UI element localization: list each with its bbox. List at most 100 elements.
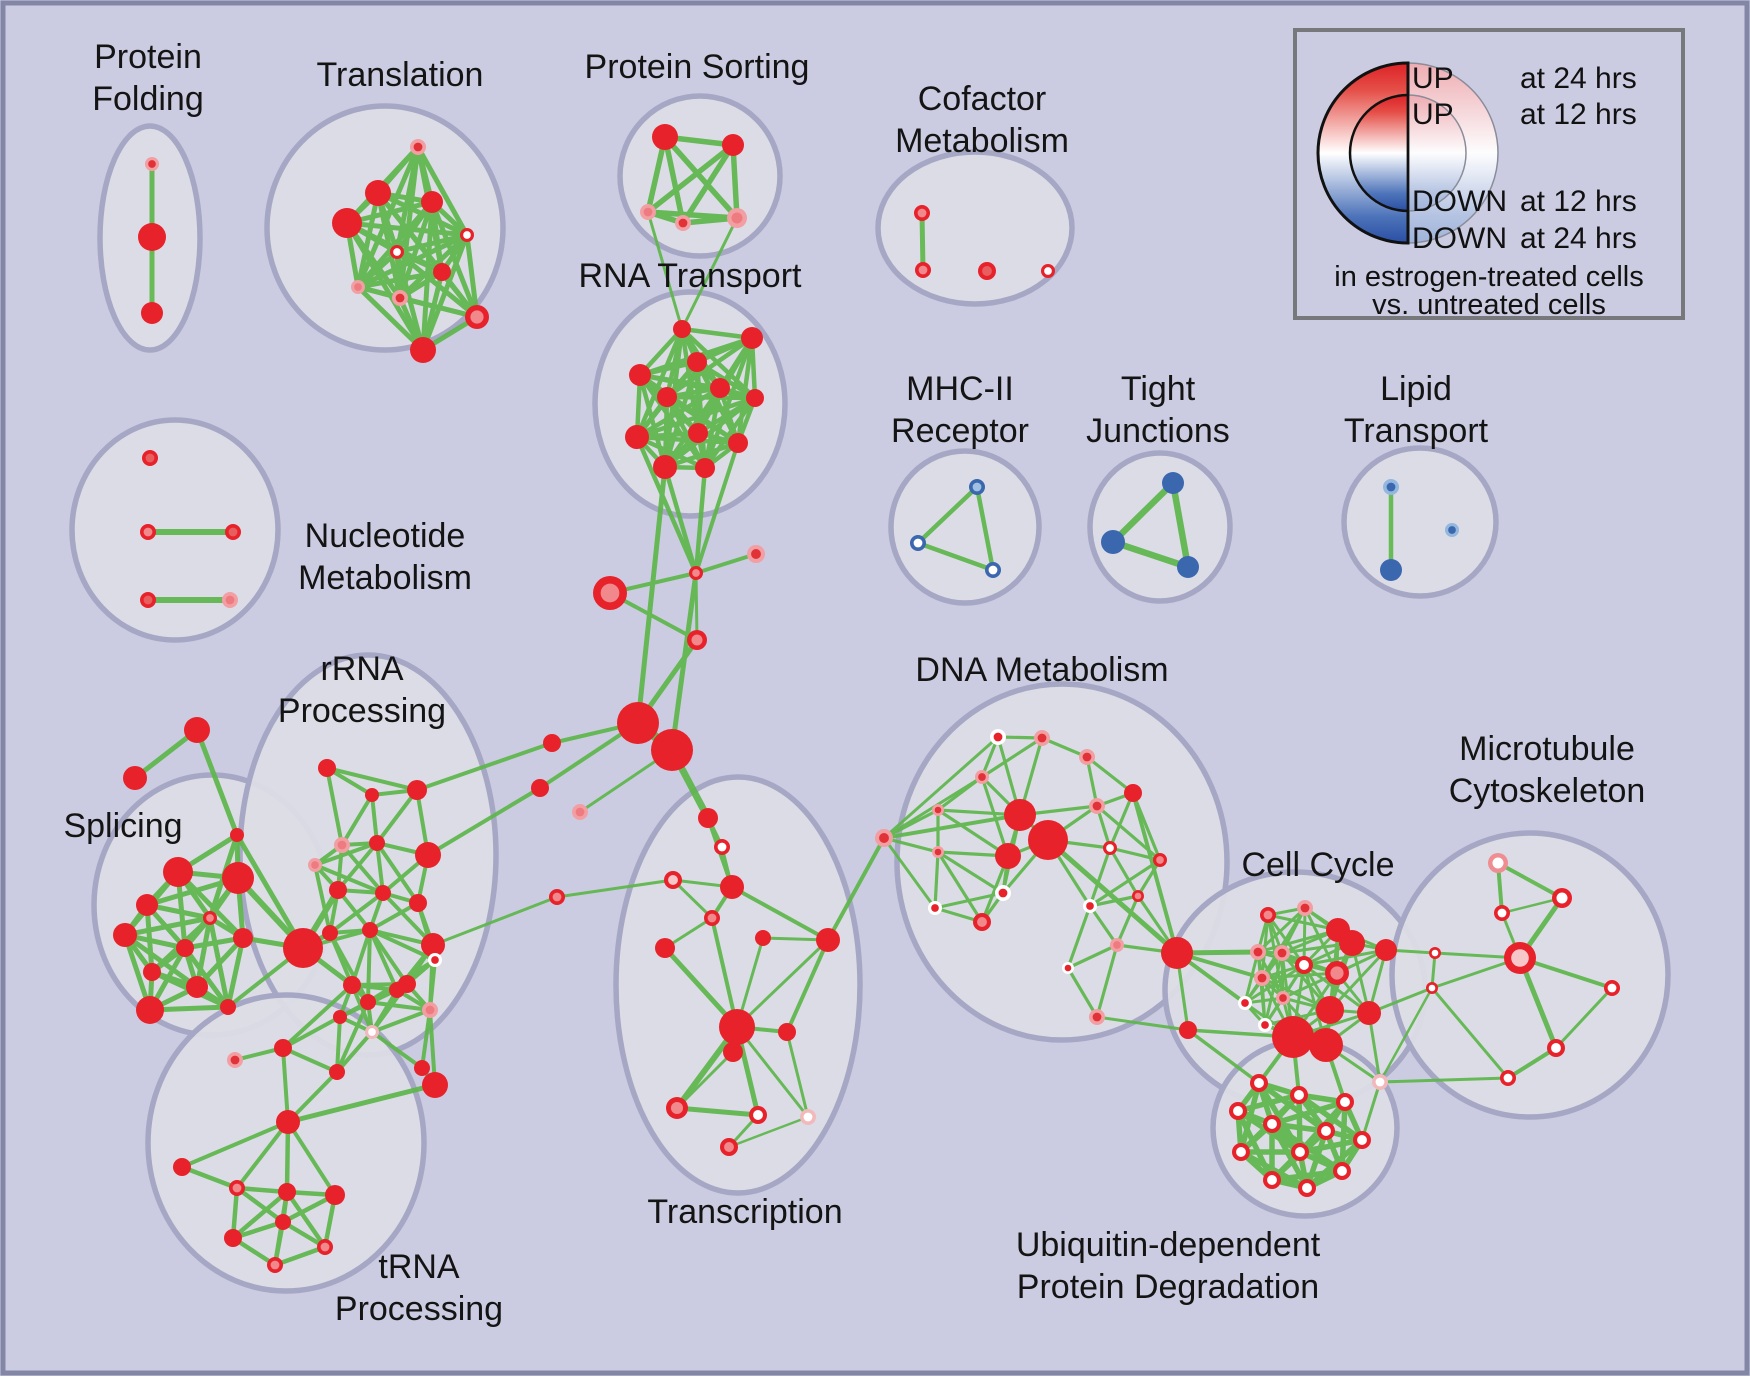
edge [662,134,686,226]
node [141,302,163,324]
node [414,1060,430,1076]
node-inner-disc [725,880,739,894]
edge [313,841,379,867]
node [1034,730,1050,746]
node-inner-disc [1375,1077,1385,1087]
node [1229,1102,1247,1120]
node-inner-disc [128,771,142,785]
edge [281,1015,342,1050]
node-inner-disc [1113,941,1121,949]
node [1272,1016,1314,1058]
node [1547,1039,1565,1057]
edge [645,142,736,215]
node-inner-disc [727,1046,739,1058]
node-inner-disc [333,885,343,895]
edge [634,434,708,471]
node-inner-disc [1556,892,1568,904]
edge [1085,755,1135,795]
node-inner-disc [143,595,153,605]
node [465,305,489,329]
node [695,458,715,478]
edge [882,836,937,910]
edge [662,134,740,221]
edge [1066,966,1099,1019]
splicing-label: Splicing [63,807,182,845]
node-inner-disc [643,207,653,217]
edge [882,808,940,840]
edge [1304,1137,1365,1191]
node [1494,905,1510,921]
node [723,1042,743,1062]
edge [415,144,470,238]
node [140,592,156,608]
edge [1088,904,1119,947]
node-inner-disc [142,1002,158,1018]
node-inner-disc [724,1142,734,1152]
node-inner-disc [228,527,238,537]
node-inner-disc [879,833,889,843]
node [1357,1001,1381,1025]
node-inner-disc [1236,1147,1246,1157]
node-inner-disc [1267,1175,1277,1185]
node-inner-disc [1241,999,1249,1007]
microtubule-cytoskeleton-ellipse [1389,830,1671,1120]
edge [1095,1015,1190,1032]
node [778,1023,796,1041]
legend-time-label: at 12 hrs [1520,185,1637,218]
node-inner-disc [998,888,1008,898]
edge [1360,1080,1382,1142]
edge [933,850,940,910]
edge [1378,1076,1510,1084]
node [176,939,194,957]
node-inner-disc [658,460,672,474]
node [222,592,238,608]
node [1089,1009,1105,1025]
node [688,423,708,443]
node [227,1052,243,1068]
node [1232,1143,1250,1161]
node-inner-disc [395,293,405,303]
edge [464,232,480,320]
legend-direction-label: DOWN [1412,185,1507,218]
node-inner-disc [1092,801,1102,811]
node [928,901,942,915]
edge [429,199,480,320]
node-inner-disc [393,248,401,256]
node-inner-disc [1183,1025,1193,1035]
edge [366,928,372,1004]
node-inner-disc [1316,1035,1336,1055]
node [932,804,944,816]
node [975,770,989,784]
legend-caption: in estrogen-treated cells [1334,261,1644,293]
node [375,885,391,901]
legend-direction-label: UP [1412,98,1454,131]
legend-direction-label: DOWN [1412,222,1507,255]
node-inner-disc [692,427,704,439]
edge [370,1008,432,1034]
node [531,779,549,797]
node-inner-disc [140,898,154,912]
edge [1430,986,1510,1080]
node-inner-disc [225,595,235,605]
edge [355,190,381,290]
node [329,881,347,899]
node [978,262,996,280]
edge [1088,894,1140,908]
node-inner-disc [982,266,992,276]
node [1316,996,1344,1024]
node [1153,853,1167,867]
edge [1269,1168,1345,1183]
cluster-labels: Protein Folding Translation Protein Sorting… [63,38,1645,1328]
node [629,364,651,386]
node-inner-disc [993,732,1003,742]
edge [680,142,736,226]
edge [1131,791,1179,955]
edge [785,1030,810,1119]
node [233,928,253,948]
node-inner-disc [1156,856,1164,864]
node-inner-disc [1448,526,1456,534]
node-inner-disc [699,462,711,474]
transcription-label: Transcription [647,1193,842,1231]
